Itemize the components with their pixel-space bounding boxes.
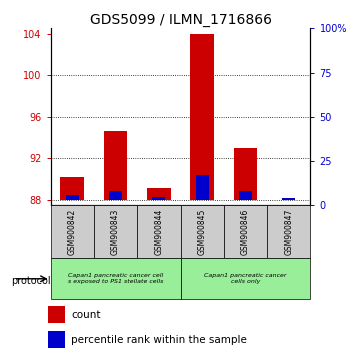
Bar bbox=[147, 188, 171, 200]
Text: percentile rank within the sample: percentile rank within the sample bbox=[71, 335, 247, 344]
Title: GDS5099 / ILMN_1716866: GDS5099 / ILMN_1716866 bbox=[90, 13, 271, 27]
Text: GSM900845: GSM900845 bbox=[198, 209, 206, 255]
Bar bbox=[282, 198, 295, 200]
Bar bbox=[94, 205, 137, 258]
Bar bbox=[196, 175, 209, 200]
Bar bbox=[224, 205, 267, 258]
Text: GSM900847: GSM900847 bbox=[284, 209, 293, 255]
Bar bbox=[109, 191, 122, 200]
Text: Capan1 pancreatic cancer
cells only: Capan1 pancreatic cancer cells only bbox=[204, 273, 287, 284]
Bar bbox=[48, 331, 65, 348]
Bar bbox=[180, 258, 310, 299]
Text: GSM900844: GSM900844 bbox=[155, 209, 163, 255]
Text: GSM900843: GSM900843 bbox=[111, 209, 120, 255]
Bar bbox=[239, 191, 252, 200]
Bar bbox=[267, 205, 310, 258]
Text: count: count bbox=[71, 310, 101, 320]
Bar bbox=[137, 205, 180, 258]
Bar bbox=[51, 205, 94, 258]
Text: GSM900846: GSM900846 bbox=[241, 209, 250, 255]
Bar bbox=[66, 195, 79, 200]
Bar bbox=[190, 34, 214, 200]
Bar bbox=[180, 205, 224, 258]
Bar bbox=[104, 131, 127, 200]
Bar bbox=[48, 306, 65, 323]
Text: Capan1 pancreatic cancer cell
s exposed to PS1 stellate cells: Capan1 pancreatic cancer cell s exposed … bbox=[68, 273, 163, 284]
Bar bbox=[51, 258, 180, 299]
Text: GSM900842: GSM900842 bbox=[68, 209, 77, 255]
Bar bbox=[234, 148, 257, 200]
Bar bbox=[152, 196, 165, 200]
Bar bbox=[60, 177, 84, 200]
Text: protocol: protocol bbox=[11, 276, 51, 286]
